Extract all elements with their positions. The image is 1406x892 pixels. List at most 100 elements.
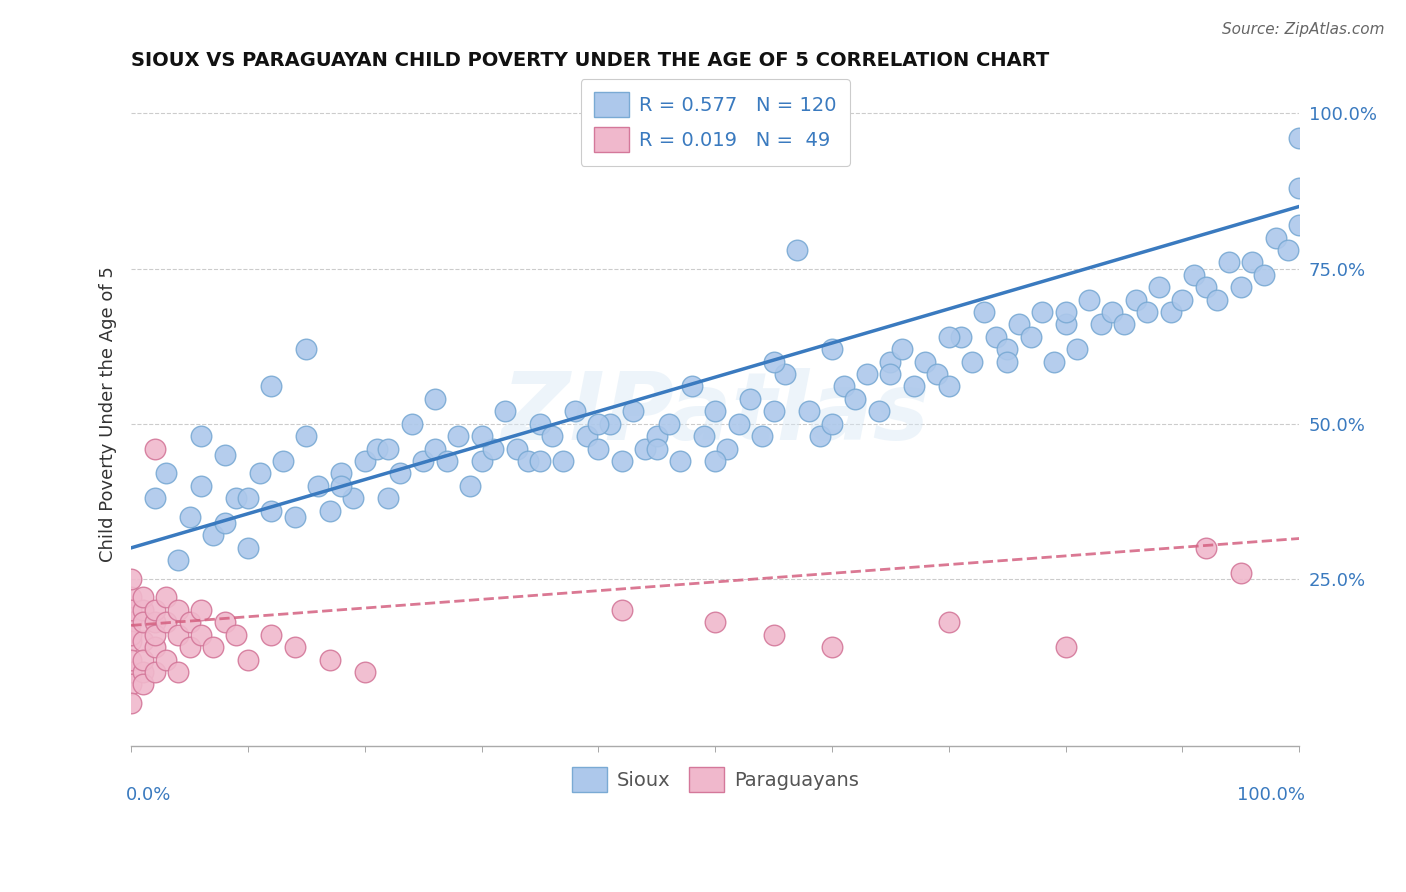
- Point: [949, 330, 972, 344]
- Point: [669, 454, 692, 468]
- Point: [319, 652, 342, 666]
- Point: [214, 615, 236, 630]
- Point: [786, 243, 808, 257]
- Text: 100.0%: 100.0%: [1237, 786, 1305, 805]
- Point: [342, 491, 364, 505]
- Point: [1277, 243, 1299, 257]
- Point: [482, 442, 505, 456]
- Point: [610, 603, 633, 617]
- Point: [307, 479, 329, 493]
- Point: [179, 640, 201, 654]
- Point: [1253, 268, 1275, 282]
- Point: [143, 640, 166, 654]
- Point: [1241, 255, 1264, 269]
- Point: [155, 591, 177, 605]
- Point: [1288, 131, 1310, 145]
- Point: [1195, 541, 1218, 555]
- Point: [330, 479, 353, 493]
- Point: [1288, 181, 1310, 195]
- Point: [588, 442, 610, 456]
- Point: [225, 628, 247, 642]
- Point: [143, 603, 166, 617]
- Point: [295, 429, 318, 443]
- Point: [588, 417, 610, 431]
- Point: [564, 404, 586, 418]
- Point: [1230, 566, 1253, 580]
- Y-axis label: Child Poverty Under the Age of 5: Child Poverty Under the Age of 5: [100, 267, 117, 562]
- Point: [353, 665, 375, 679]
- Point: [377, 491, 399, 505]
- Point: [808, 429, 831, 443]
- Point: [844, 392, 866, 406]
- Point: [727, 417, 749, 431]
- Point: [1008, 318, 1031, 332]
- Point: [821, 417, 844, 431]
- Point: [879, 354, 901, 368]
- Point: [353, 454, 375, 468]
- Point: [914, 354, 936, 368]
- Point: [505, 442, 527, 456]
- Point: [868, 404, 890, 418]
- Point: [903, 379, 925, 393]
- Point: [1043, 354, 1066, 368]
- Point: [388, 467, 411, 481]
- Point: [1171, 293, 1194, 307]
- Point: [120, 591, 142, 605]
- Point: [284, 640, 307, 654]
- Point: [762, 628, 785, 642]
- Point: [832, 379, 855, 393]
- Point: [319, 503, 342, 517]
- Point: [190, 603, 212, 617]
- Point: [120, 665, 142, 679]
- Point: [143, 615, 166, 630]
- Point: [821, 343, 844, 357]
- Point: [458, 479, 481, 493]
- Point: [681, 379, 703, 393]
- Point: [1090, 318, 1112, 332]
- Point: [143, 491, 166, 505]
- Text: 0.0%: 0.0%: [125, 786, 170, 805]
- Point: [553, 454, 575, 468]
- Point: [938, 330, 960, 344]
- Point: [1031, 305, 1053, 319]
- Point: [1019, 330, 1042, 344]
- Point: [751, 429, 773, 443]
- Point: [1206, 293, 1229, 307]
- Point: [260, 628, 283, 642]
- Point: [447, 429, 470, 443]
- Point: [1195, 280, 1218, 294]
- Point: [214, 516, 236, 530]
- Point: [167, 628, 190, 642]
- Point: [167, 665, 190, 679]
- Point: [120, 572, 142, 586]
- Point: [436, 454, 458, 468]
- Point: [190, 429, 212, 443]
- Point: [517, 454, 540, 468]
- Point: [1136, 305, 1159, 319]
- Point: [973, 305, 995, 319]
- Point: [494, 404, 516, 418]
- Point: [423, 392, 446, 406]
- Point: [225, 491, 247, 505]
- Point: [645, 429, 668, 443]
- Point: [575, 429, 598, 443]
- Point: [692, 429, 714, 443]
- Point: [167, 553, 190, 567]
- Text: SIOUX VS PARAGUAYAN CHILD POVERTY UNDER THE AGE OF 5 CORRELATION CHART: SIOUX VS PARAGUAYAN CHILD POVERTY UNDER …: [131, 51, 1049, 70]
- Point: [471, 454, 494, 468]
- Point: [143, 628, 166, 642]
- Point: [120, 634, 142, 648]
- Point: [271, 454, 294, 468]
- Point: [1066, 343, 1088, 357]
- Point: [155, 652, 177, 666]
- Point: [401, 417, 423, 431]
- Point: [143, 442, 166, 456]
- Point: [634, 442, 657, 456]
- Point: [657, 417, 679, 431]
- Point: [120, 628, 142, 642]
- Point: [132, 665, 155, 679]
- Point: [1160, 305, 1182, 319]
- Point: [938, 615, 960, 630]
- Point: [775, 367, 797, 381]
- Point: [423, 442, 446, 456]
